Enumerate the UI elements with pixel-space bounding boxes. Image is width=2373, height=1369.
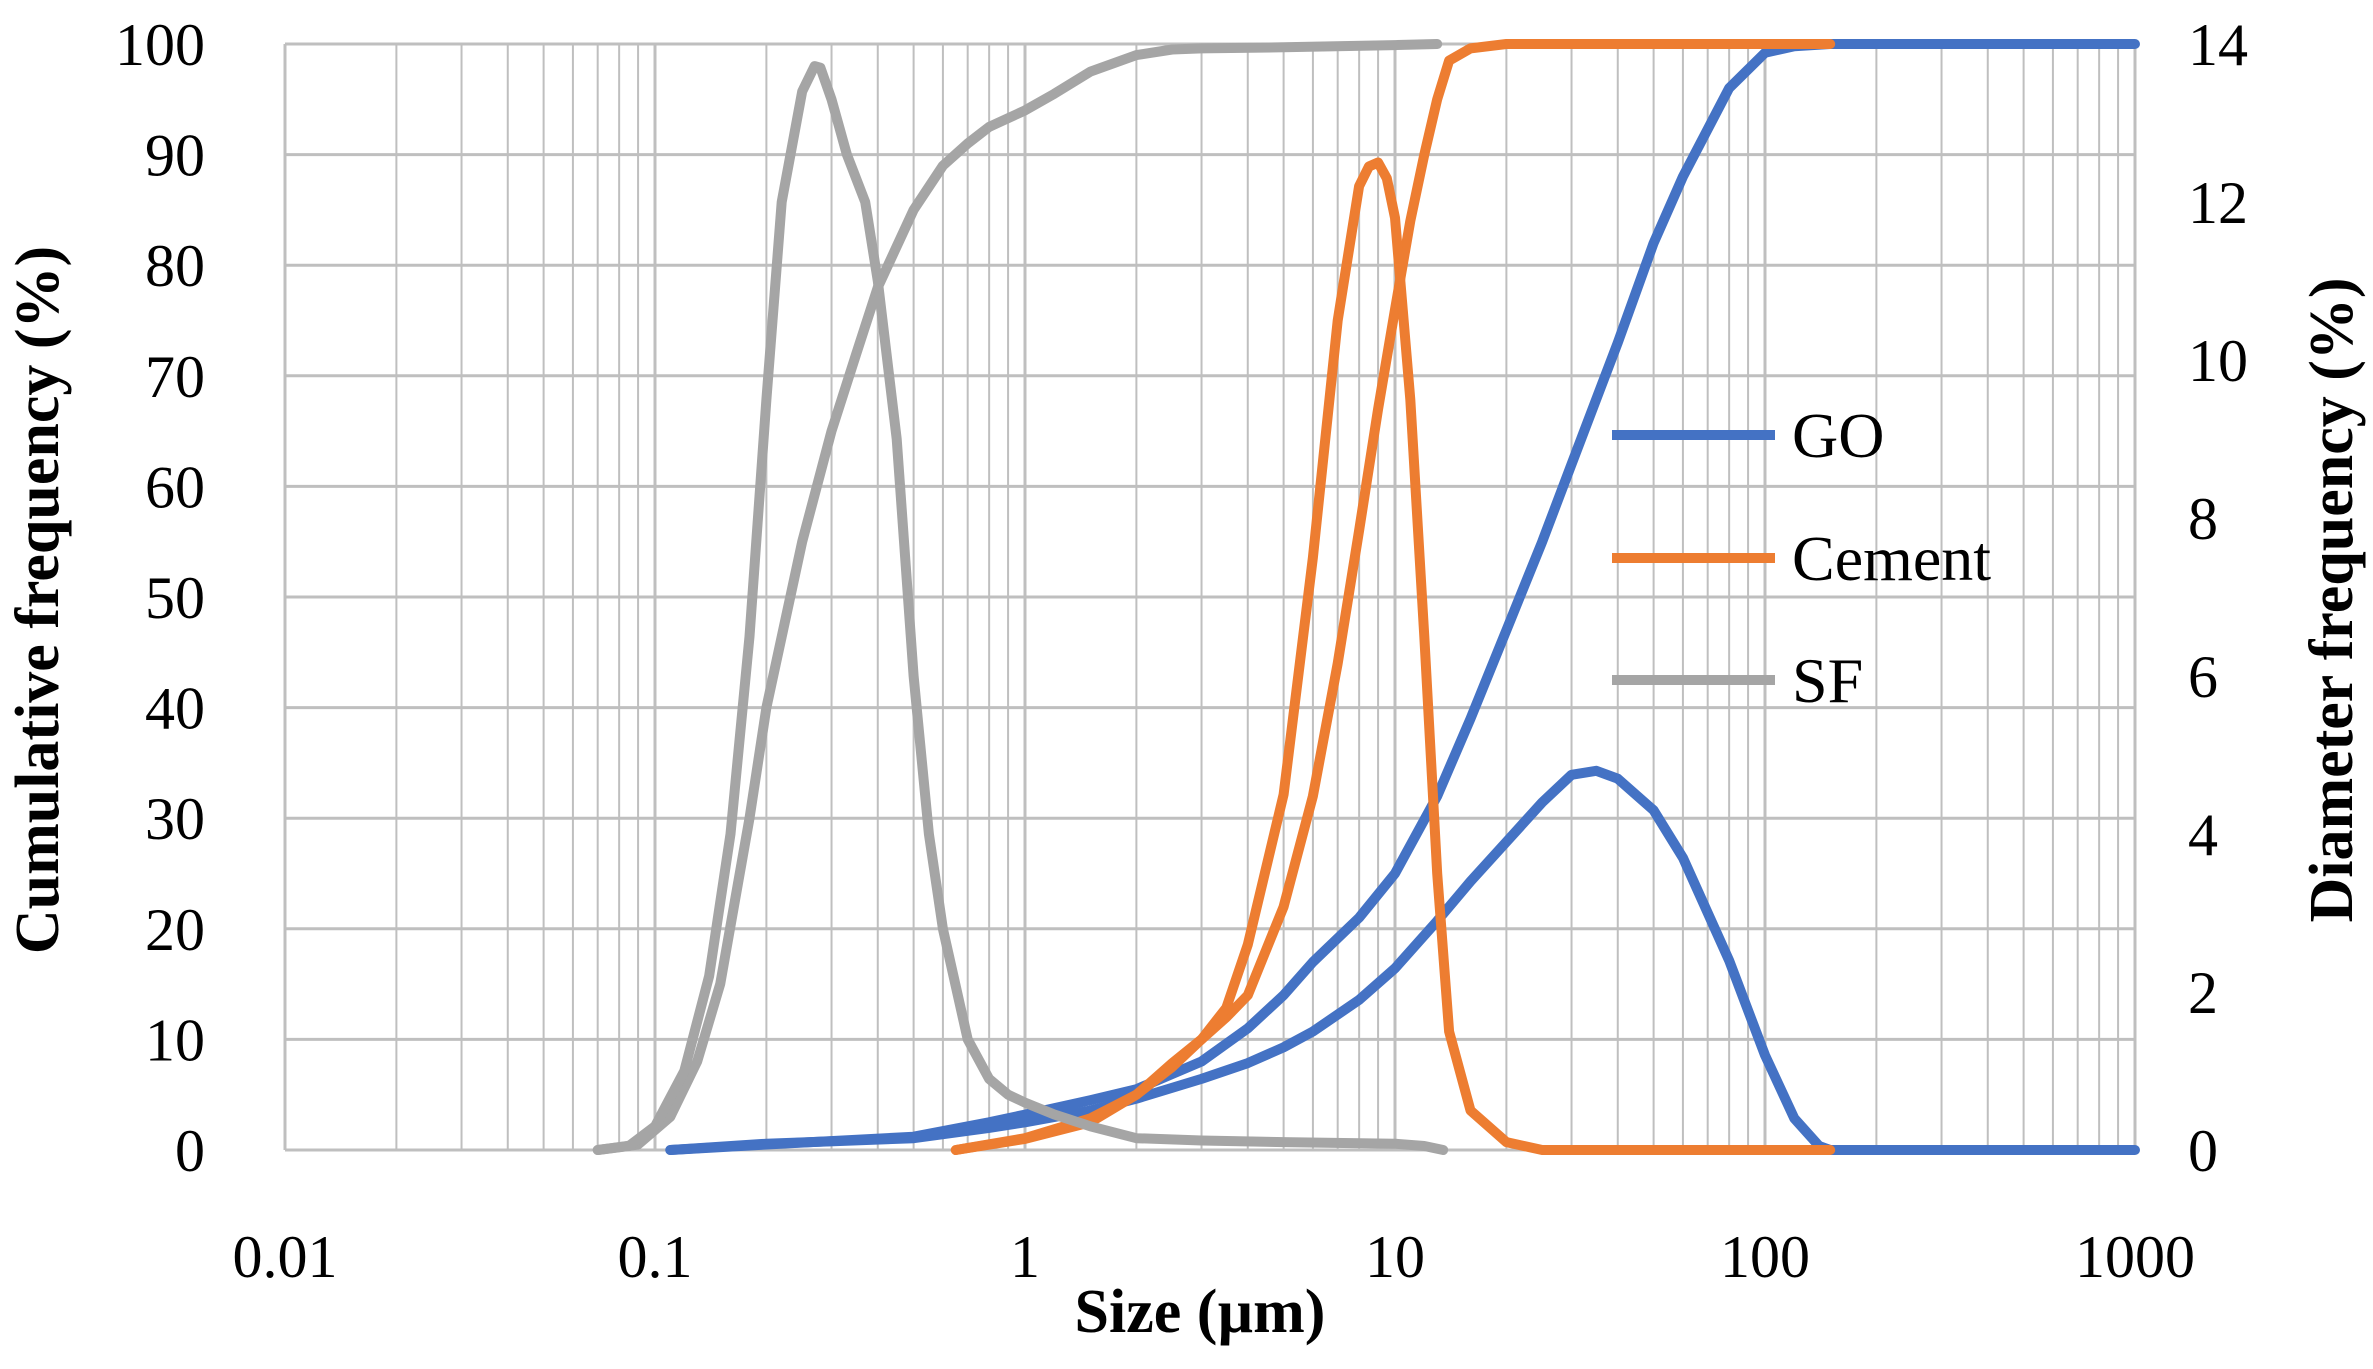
right-y-tick-label: 0: [2188, 1118, 2218, 1184]
left-y-tick-label: 20: [145, 897, 205, 963]
right-y-tick-label: 2: [2188, 960, 2218, 1026]
x-axis-tick-labels: 0.01 0.1 1 10 100 1000: [233, 1224, 2196, 1290]
right-y-tick-label: 6: [2188, 644, 2218, 710]
right-y-tick-label: 12: [2188, 170, 2248, 236]
legend-label-go: GO: [1792, 400, 1884, 471]
series-line-cement-frequency: [950, 157, 1836, 1155]
left-axis-tick-labels: 0 10 20 30 40 50 60 70 80 90 100: [115, 12, 205, 1184]
series-line-go-cumulative: [665, 39, 2140, 1155]
x-tick-label: 0.1: [618, 1224, 693, 1290]
series-line-sf-cumulative: [592, 39, 1443, 1155]
x-tick-label: 1: [1010, 1224, 1040, 1290]
left-y-tick-label: 30: [145, 786, 205, 852]
right-y-tick-label: 10: [2188, 328, 2248, 394]
x-tick-label: 1000: [2075, 1224, 2195, 1290]
series-line-go-frequency: [665, 765, 2140, 1155]
legend-label-sf: SF: [1792, 645, 1863, 716]
left-y-tick-label: 40: [145, 676, 205, 742]
left-y-tick-label: 90: [145, 123, 205, 189]
x-tick-label: 100: [1720, 1224, 1810, 1290]
y2-axis-title: Diameter frequency (%): [2298, 277, 2366, 922]
left-y-tick-label: 60: [145, 454, 205, 520]
y-axis-title: Cumulative frequency (%): [4, 246, 72, 954]
right-y-tick-label: 4: [2188, 802, 2218, 868]
left-y-tick-label: 50: [145, 565, 205, 631]
left-y-tick-label: 0: [175, 1118, 205, 1184]
left-y-tick-label: 80: [145, 233, 205, 299]
left-y-tick-label: 70: [145, 344, 205, 410]
right-y-tick-label: 14: [2188, 12, 2248, 78]
x-tick-label: 0.01: [233, 1224, 338, 1290]
x-tick-label: 10: [1365, 1224, 1425, 1290]
right-axis-tick-labels: 0 2 4 6 8 10 12 14: [2188, 12, 2248, 1184]
x-axis-title: Size (µm): [1075, 1278, 1326, 1346]
series-lines: [592, 39, 2140, 1155]
left-y-tick-label: 10: [145, 1007, 205, 1073]
right-y-tick-label: 8: [2188, 486, 2218, 552]
legend: GO Cement SF: [1612, 400, 1991, 716]
legend-label-cement: Cement: [1792, 523, 1991, 594]
series-line-sf-frequency: [592, 61, 1449, 1155]
left-y-tick-label: 100: [115, 12, 205, 78]
